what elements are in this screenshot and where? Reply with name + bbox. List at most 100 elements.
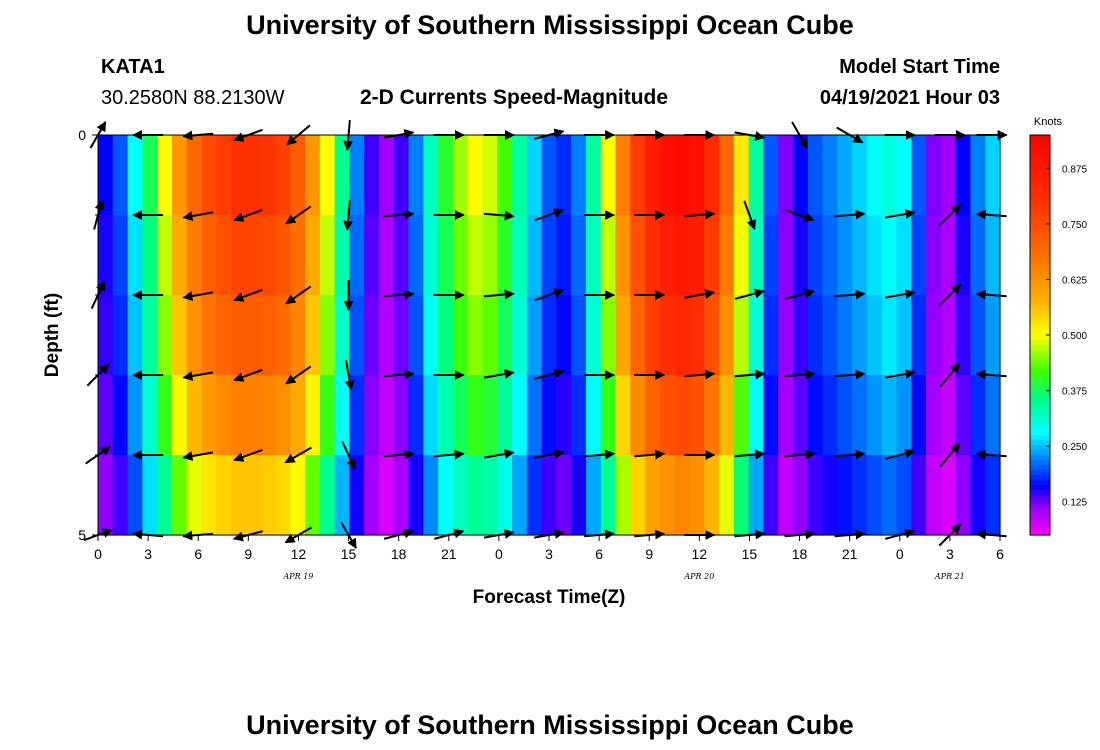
colorbar-unit: Knots bbox=[1034, 116, 1063, 128]
heatmap-cell bbox=[748, 455, 765, 536]
x-tick-label: 3 bbox=[144, 546, 152, 562]
x-tick-label: 21 bbox=[441, 546, 457, 562]
heatmap-cell bbox=[334, 295, 350, 376]
heatmap-cell bbox=[364, 375, 380, 456]
heatmap-cell bbox=[305, 215, 321, 296]
heatmap-cell bbox=[733, 455, 750, 536]
heatmap-cell bbox=[866, 295, 883, 376]
heatmap-cell bbox=[940, 455, 957, 536]
colorbar-segment bbox=[1030, 290, 1050, 296]
heatmap-cell bbox=[926, 375, 942, 456]
heatmap-cell bbox=[585, 455, 602, 536]
current-vector bbox=[285, 205, 312, 225]
current-vector bbox=[182, 291, 214, 301]
heatmap-cell bbox=[763, 295, 779, 376]
colorbar-segment bbox=[1030, 520, 1050, 526]
current-vector bbox=[938, 283, 962, 307]
colorbar-segment bbox=[1030, 190, 1050, 196]
heatmap-cell bbox=[807, 455, 824, 536]
heatmap-cell bbox=[911, 375, 927, 456]
heatmap-cell bbox=[600, 215, 617, 296]
heatmap-cell bbox=[290, 455, 306, 536]
colorbar-segment bbox=[1030, 390, 1050, 396]
heatmap-cell bbox=[778, 455, 794, 536]
heatmap-cell bbox=[260, 295, 277, 376]
current-vector bbox=[684, 209, 716, 220]
current-vector bbox=[734, 288, 765, 300]
heatmap-cell bbox=[689, 455, 705, 536]
heatmap-cell bbox=[127, 375, 143, 456]
heatmap-cell bbox=[763, 455, 779, 536]
heatmap-cell bbox=[98, 455, 114, 536]
heatmap-cell bbox=[645, 215, 661, 296]
current-vector bbox=[341, 440, 356, 470]
current-vector bbox=[534, 288, 565, 302]
heatmap-cell bbox=[171, 135, 188, 216]
heatmap-cell bbox=[585, 215, 602, 296]
heatmap-cell bbox=[852, 455, 868, 536]
heatmap-cell bbox=[526, 135, 543, 216]
heatmap-cell bbox=[216, 215, 232, 296]
heatmap-cell bbox=[985, 375, 1001, 456]
heatmap-cell bbox=[571, 135, 587, 216]
heatmap-cell bbox=[837, 215, 853, 296]
colorbar-segment bbox=[1030, 165, 1050, 171]
heatmap-cell bbox=[792, 455, 809, 536]
current-vector bbox=[884, 369, 916, 379]
heatmap-cell bbox=[467, 375, 484, 456]
heatmap-cell bbox=[704, 375, 720, 456]
colorbar-tick-label: 0.625 bbox=[1062, 275, 1087, 286]
heatmap-cell bbox=[216, 135, 232, 216]
heatmap-cell bbox=[792, 135, 809, 216]
colorbar-segment bbox=[1030, 270, 1050, 276]
colorbar-segment bbox=[1030, 465, 1050, 471]
heatmap-cell bbox=[245, 295, 262, 376]
heatmap-cell bbox=[157, 295, 173, 376]
heatmap-cell bbox=[733, 375, 750, 456]
heatmap-cell bbox=[319, 215, 336, 296]
heatmap-cell bbox=[556, 135, 572, 216]
heatmap-cell bbox=[216, 375, 232, 456]
heatmap-cell bbox=[393, 135, 410, 216]
current-vector bbox=[344, 360, 355, 391]
heatmap-cell bbox=[792, 375, 809, 456]
heatmap-cell bbox=[186, 215, 203, 296]
heatmap-cell bbox=[585, 295, 602, 376]
colorbar-segment bbox=[1030, 295, 1050, 301]
colorbar-segment bbox=[1030, 175, 1050, 181]
heatmap-cell bbox=[305, 135, 321, 216]
heatmap-cell bbox=[985, 295, 1001, 376]
heatmap-cell bbox=[985, 455, 1001, 536]
heatmap-cell bbox=[171, 295, 188, 376]
colorbar-segment bbox=[1030, 475, 1050, 481]
heatmap-cell bbox=[201, 455, 217, 536]
heatmap-cell bbox=[822, 455, 838, 536]
heatmap-cell bbox=[896, 295, 912, 376]
heatmap-cell bbox=[778, 295, 794, 376]
heatmap-cell bbox=[674, 215, 691, 296]
heatmap-cell bbox=[319, 375, 336, 456]
heatmap-cell bbox=[201, 215, 217, 296]
colorbar-segment bbox=[1030, 200, 1050, 206]
colorbar-segment bbox=[1030, 140, 1050, 146]
heatmap-cell bbox=[245, 455, 262, 536]
x-tick-label: 3 bbox=[946, 546, 954, 562]
heatmap-cell bbox=[940, 215, 957, 296]
heatmap-cell bbox=[615, 215, 631, 296]
heatmap-cell bbox=[600, 295, 617, 376]
current-vector bbox=[784, 369, 816, 380]
heatmap-cell bbox=[926, 215, 942, 296]
heatmap-cell bbox=[127, 455, 143, 536]
heatmap-cell bbox=[852, 375, 868, 456]
colorbar-segment bbox=[1030, 300, 1050, 306]
colorbar-segment bbox=[1030, 485, 1050, 491]
colorbar-segment bbox=[1030, 415, 1050, 421]
current-vector bbox=[483, 449, 515, 459]
y-axis-label: Depth (ft) bbox=[42, 293, 63, 377]
heatmap-cell bbox=[719, 135, 735, 216]
heatmap-cell bbox=[467, 455, 484, 536]
heatmap-cell bbox=[615, 455, 631, 536]
heatmap-cell bbox=[985, 135, 1001, 216]
heatmap-cell bbox=[112, 135, 129, 216]
heatmap-cell bbox=[112, 215, 129, 296]
